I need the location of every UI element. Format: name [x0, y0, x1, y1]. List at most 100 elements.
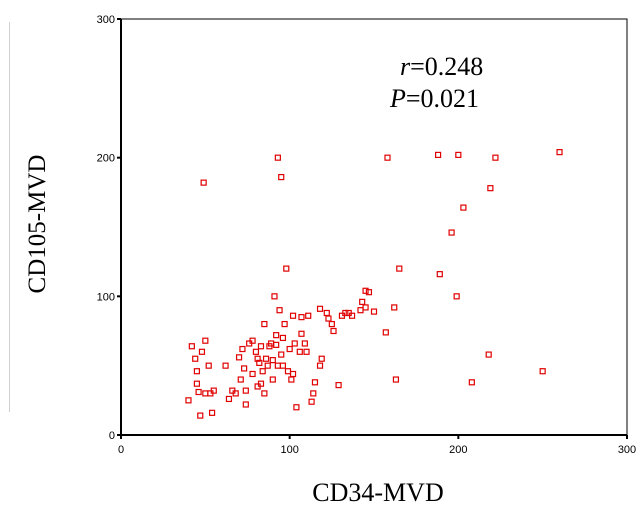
data-point [286, 345, 293, 353]
data-point [284, 368, 292, 375]
axes: 0 100 200 300 0 100 200 300 [97, 14, 637, 456]
data-point [210, 387, 217, 394]
data-point [264, 362, 271, 369]
y-tick-label: 200 [97, 153, 115, 165]
data-point [362, 287, 369, 294]
data-point [296, 348, 303, 355]
data-point [316, 362, 324, 369]
data-point [205, 362, 212, 369]
x-tick-label: 300 [618, 444, 636, 456]
data-point [391, 304, 398, 311]
data-point [370, 308, 378, 315]
data-point [359, 298, 366, 305]
data-point [249, 337, 256, 344]
data-point [269, 376, 276, 383]
data-point [305, 312, 312, 319]
data-point [382, 329, 389, 336]
data-point [261, 390, 268, 397]
r-value: =0.248 [410, 52, 484, 81]
data-point [485, 351, 492, 358]
data-point [281, 320, 288, 328]
data-point [257, 380, 265, 387]
data-point [468, 379, 475, 386]
data-point [289, 370, 297, 378]
y-tick-label: 300 [97, 14, 115, 26]
data-point [198, 348, 206, 355]
data-point [273, 332, 280, 339]
data-point [335, 381, 342, 389]
data-point [283, 265, 290, 272]
data-point [298, 330, 305, 337]
data-point [193, 368, 200, 375]
data-point [276, 307, 283, 314]
y-tick-label: 0 [109, 430, 115, 442]
data-point [274, 362, 281, 369]
data-point [298, 314, 305, 321]
data-point [291, 340, 298, 347]
data-point [208, 409, 216, 416]
data-point [492, 154, 499, 161]
data-point [289, 312, 297, 319]
data-point [348, 312, 356, 319]
data-point [273, 341, 280, 348]
data-point [237, 376, 244, 383]
data-point [232, 390, 239, 397]
data-point [323, 309, 330, 317]
data-point [254, 355, 261, 362]
data-point [202, 390, 209, 397]
data-point [200, 179, 207, 186]
data-point [271, 293, 278, 300]
data-point [288, 376, 295, 383]
left-edge-line [9, 22, 10, 412]
data-point [342, 309, 349, 317]
data-point [259, 368, 266, 375]
data-point [357, 307, 364, 314]
data-point [192, 355, 199, 362]
data-point [252, 348, 260, 355]
data-point [455, 151, 462, 158]
data-point [365, 289, 373, 296]
data-point [261, 320, 268, 328]
data-point [249, 370, 256, 378]
data-point [278, 173, 285, 181]
data-point [436, 271, 443, 278]
data-point [316, 305, 324, 312]
data-point [453, 293, 460, 300]
y-axis-label: CD105-MVD [24, 154, 51, 294]
data-point [193, 380, 200, 387]
data-point [384, 154, 391, 161]
data-point [318, 355, 325, 362]
data-point [396, 265, 403, 272]
data-point [242, 387, 249, 394]
x-tick-label: 0 [118, 444, 124, 456]
data-point [188, 343, 195, 350]
data-point [279, 334, 287, 342]
data-point [202, 337, 209, 344]
r-symbol: r [400, 52, 411, 81]
data-point [197, 412, 204, 419]
data-point [241, 365, 248, 372]
data-point [311, 379, 319, 386]
data-points [185, 149, 563, 419]
data-point [434, 151, 442, 158]
data-point [392, 376, 400, 383]
data-point [448, 229, 455, 236]
data-point [256, 359, 263, 366]
data-point [308, 398, 315, 405]
data-point [325, 315, 332, 322]
data-point [328, 320, 335, 328]
data-point [239, 345, 246, 353]
data-point [487, 185, 494, 192]
data-point [556, 149, 563, 156]
data-point [235, 354, 243, 361]
data-point [195, 388, 202, 396]
data-point [278, 351, 285, 358]
data-point [262, 355, 270, 362]
data-point [279, 362, 287, 369]
data-point [362, 304, 369, 311]
data-point [539, 368, 546, 375]
data-point [274, 154, 281, 161]
correlation-annotation: r=0.248 [400, 52, 483, 82]
p-value-annotation: P=0.021 [390, 84, 479, 114]
